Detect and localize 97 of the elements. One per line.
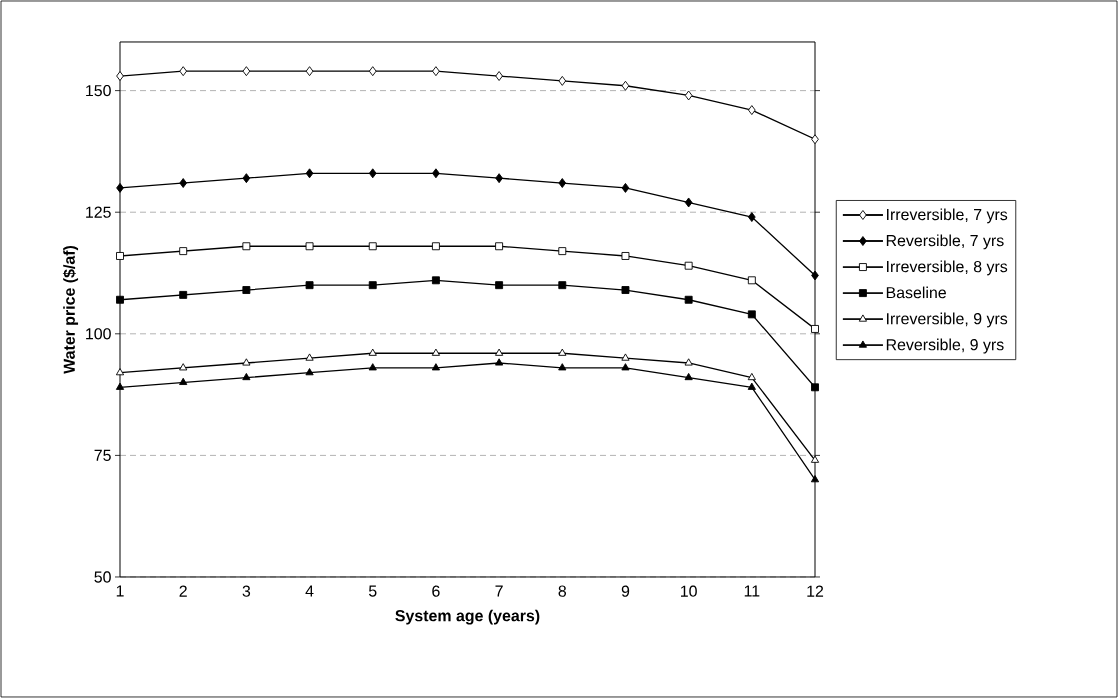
point <box>368 348 377 356</box>
x-tick-label: 7 <box>495 585 503 597</box>
point <box>305 168 314 179</box>
point <box>242 372 251 381</box>
x-tick-label: 4 <box>305 585 314 597</box>
legend-label: Reversible, 7 yrs <box>886 234 1004 250</box>
x-tick-label: 11 <box>744 585 760 597</box>
y-tick-label: 50 <box>94 571 111 583</box>
point <box>431 363 441 371</box>
point <box>242 66 251 77</box>
x-tick-label: 3 <box>242 585 251 597</box>
point <box>621 286 630 294</box>
point <box>495 242 504 251</box>
point <box>115 382 125 390</box>
point <box>305 242 314 251</box>
point <box>684 90 693 101</box>
point <box>684 197 693 208</box>
point <box>116 182 124 193</box>
point <box>748 212 756 223</box>
point <box>747 372 756 381</box>
point <box>558 178 567 188</box>
point <box>179 66 188 77</box>
point <box>368 281 377 290</box>
x-tick-label: 2 <box>179 585 187 597</box>
legend-label: Irreversible, 7 yrs <box>887 208 1008 224</box>
point <box>811 270 819 281</box>
x-tick-label: 12 <box>807 585 824 597</box>
point <box>179 247 188 256</box>
point <box>116 295 124 304</box>
point <box>305 368 314 376</box>
point <box>621 182 630 193</box>
point <box>179 363 188 371</box>
point <box>305 353 314 361</box>
point <box>495 348 504 356</box>
x-tick-label: 1 <box>116 585 124 597</box>
point <box>558 281 567 290</box>
point <box>432 66 440 77</box>
point <box>558 75 567 86</box>
point <box>684 261 693 270</box>
point <box>242 242 251 251</box>
x-tick-label: 6 <box>432 585 440 597</box>
y-tick-label: 125 <box>86 206 111 218</box>
legend-label: Irreversible, 8 yrs <box>887 260 1008 276</box>
point <box>495 358 504 366</box>
point <box>115 368 125 376</box>
point <box>116 71 124 81</box>
point <box>747 276 756 285</box>
point <box>747 310 756 319</box>
point <box>748 105 756 116</box>
point <box>621 353 630 361</box>
point <box>368 242 377 251</box>
point <box>558 363 567 371</box>
x-tick-label: 8 <box>558 585 567 597</box>
point <box>811 324 819 333</box>
point <box>558 348 567 356</box>
point <box>431 242 440 251</box>
point <box>179 377 188 385</box>
point <box>305 281 314 290</box>
point <box>431 276 440 285</box>
legend-label: Reversible, 9 yrs <box>886 338 1004 354</box>
x-tick-label: 9 <box>621 585 630 597</box>
x-tick-label: 10 <box>681 585 697 597</box>
point <box>368 66 377 77</box>
point <box>116 252 124 260</box>
point <box>811 134 819 145</box>
point <box>684 372 693 381</box>
y-tick-label: 75 <box>94 449 111 461</box>
y-tick-label: 100 <box>86 328 111 340</box>
point <box>621 363 630 371</box>
legend-label: Baseline <box>886 286 946 299</box>
point <box>495 173 503 184</box>
point <box>242 286 251 294</box>
point <box>495 281 504 290</box>
point <box>558 247 567 256</box>
x-tick-label: 5 <box>368 585 377 597</box>
y-axis-title: Water price ($/af) <box>62 245 79 374</box>
point <box>621 252 630 260</box>
point <box>179 290 188 299</box>
y-tick-label: 150 <box>86 84 111 97</box>
point <box>810 455 820 463</box>
point <box>179 178 188 188</box>
legend-label: Irreversible, 9 yrs <box>887 312 1008 328</box>
point <box>495 71 503 81</box>
x-axis-title: System age (years) <box>395 609 540 625</box>
point <box>242 173 251 184</box>
point <box>305 66 314 77</box>
point <box>431 348 441 356</box>
point <box>432 168 440 179</box>
point <box>747 382 756 390</box>
point <box>621 80 630 91</box>
point <box>810 475 820 483</box>
point <box>368 363 377 371</box>
point <box>684 358 693 366</box>
point <box>368 168 377 179</box>
point <box>242 358 251 366</box>
point <box>811 383 819 392</box>
point <box>684 295 693 304</box>
